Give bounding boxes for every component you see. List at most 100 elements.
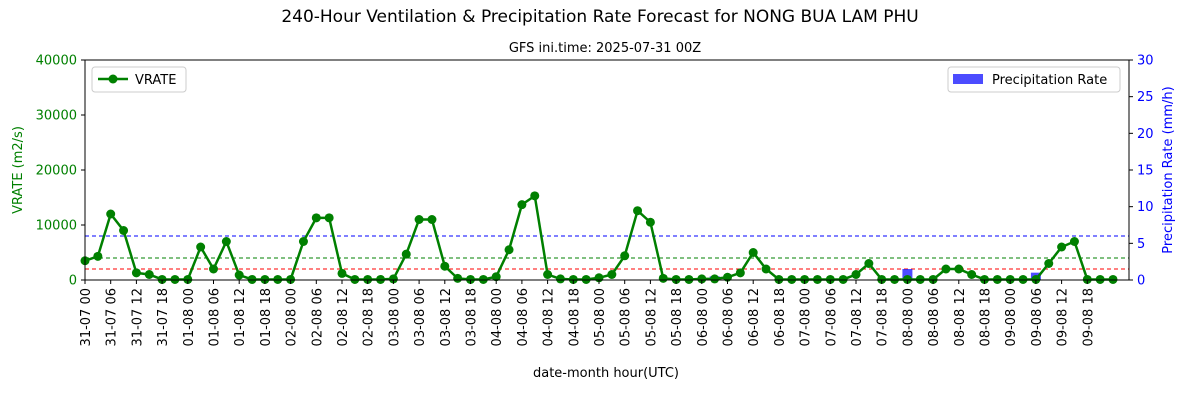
vrate-point [324, 213, 334, 223]
x-tick-label: 09-08 00 [1004, 288, 1019, 346]
x-tick-label: 07-08 00 [799, 288, 814, 346]
y-left-tick-label: 10000 [36, 219, 77, 234]
vrate-point [928, 274, 938, 284]
vrate-point [555, 274, 565, 284]
vrate-point [1005, 274, 1015, 284]
vrate-point [812, 274, 822, 284]
vrate-point [748, 248, 758, 257]
y-axis-left: 0 10000 20000 30000 40000 [36, 54, 85, 289]
x-tick-label: 01-08 06 [208, 288, 223, 346]
x-tick-label: 05-08 00 [593, 288, 608, 346]
vrate-point [1082, 274, 1092, 284]
x-tick-label: 03-08 12 [439, 288, 454, 346]
plot-frame [84, 59, 1130, 281]
x-tick-label: 02-08 00 [285, 288, 300, 346]
x-tick-label: 04-08 18 [567, 288, 582, 346]
x-tick-label: 05-08 18 [670, 288, 685, 346]
x-tick-label: 03-08 00 [387, 288, 402, 346]
vrate-point [787, 274, 797, 284]
vrate-point [363, 274, 373, 284]
vrate-point [607, 270, 617, 279]
vrate-point [633, 206, 643, 216]
vrate-point [106, 209, 116, 219]
x-tick-label: 03-08 06 [413, 288, 428, 346]
vrate-point [1108, 274, 1118, 284]
x-tick-label: 08-08 18 [979, 288, 994, 346]
x-tick-label: 09-08 18 [1081, 288, 1096, 346]
x-tick-label: 04-08 12 [542, 288, 557, 346]
legend-label-precip: Precipitation Rate [992, 73, 1107, 88]
vrate-point [1069, 237, 1079, 246]
vrate-point [774, 274, 784, 284]
x-tick-label: 31-07 00 [79, 288, 94, 346]
x-tick-label: 03-08 18 [465, 288, 480, 346]
vrate-point [119, 226, 129, 235]
y-right-tick-label: 0 [1137, 274, 1145, 289]
vrate-point [1018, 274, 1028, 284]
x-tick-label: 31-07 18 [156, 288, 171, 346]
vrate-point [273, 274, 283, 284]
vrate-point [658, 273, 668, 283]
x-tick-label: 07-08 18 [876, 288, 891, 346]
vrate-point [376, 274, 386, 284]
vrate-point [478, 274, 488, 284]
x-tick-label: 04-08 00 [490, 288, 505, 346]
vrate-point [196, 242, 206, 252]
legend-vrate: VRATE [91, 66, 187, 93]
x-tick-label: 02-08 06 [310, 288, 325, 346]
vrate-point [1031, 274, 1041, 284]
vrate-point [388, 274, 398, 284]
reference-lines [85, 235, 1129, 270]
x-axis: 31-07 00 31-07 06 31-07 12 31-07 18 01-08 00… [79, 280, 1096, 346]
y-axis-right: 0 5 10 15 20 25 30 [1129, 54, 1154, 289]
vrate-point [543, 270, 553, 279]
vrate-point [992, 274, 1002, 284]
vrate-point [568, 274, 578, 284]
legend-label-vrate: VRATE [135, 73, 176, 88]
vrate-point [209, 264, 218, 274]
vrate-point [401, 249, 411, 259]
x-tick-label: 06-08 18 [773, 288, 788, 346]
vrate-point [941, 264, 951, 274]
x-tick-label: 05-08 12 [644, 288, 659, 346]
vrate-point [414, 215, 424, 224]
x-tick-label: 31-07 06 [105, 288, 120, 346]
vrate-point [247, 274, 257, 284]
legend-marker-icon [108, 74, 118, 84]
vrate-point [93, 251, 103, 261]
vrate-point [144, 270, 154, 279]
vrate-point [491, 272, 501, 282]
x-tick-label: 01-08 12 [233, 288, 248, 346]
x-tick-label: 02-08 12 [336, 288, 351, 346]
vrate-point [221, 237, 231, 246]
vrate-point [710, 274, 720, 284]
vrate-point [761, 264, 771, 274]
y-right-tick-label: 25 [1137, 90, 1154, 105]
x-tick-label: 07-08 12 [850, 288, 865, 346]
x-tick-label: 09-08 06 [1030, 288, 1045, 346]
legend-precip: Precipitation Rate [947, 66, 1121, 93]
y-left-tick-label: 0 [69, 274, 77, 289]
vrate-point [620, 251, 630, 261]
x-tick-label: 09-08 12 [1056, 288, 1071, 346]
x-tick-label: 05-08 06 [619, 288, 634, 346]
x-tick-label: 04-08 06 [516, 288, 531, 346]
vrate-point [453, 273, 463, 283]
y-right-tick-label: 15 [1137, 164, 1154, 179]
vrate-point [517, 200, 527, 210]
vrate-point [1057, 242, 1067, 252]
vrate-point [260, 274, 270, 284]
vrate-point [838, 274, 848, 284]
vrate-point [864, 259, 874, 268]
y-axis-left-label: VRATE (m2/s) [11, 126, 26, 214]
vrate-point [735, 268, 745, 278]
vrate-point [800, 274, 810, 284]
vrate-point [337, 268, 347, 278]
x-tick-label: 08-08 00 [901, 288, 916, 346]
vrate-point [851, 270, 861, 279]
x-tick-label: 01-08 00 [182, 288, 197, 346]
precip-bar [902, 269, 913, 280]
vrate-point [890, 274, 900, 284]
x-tick-label: 06-08 00 [696, 288, 711, 346]
